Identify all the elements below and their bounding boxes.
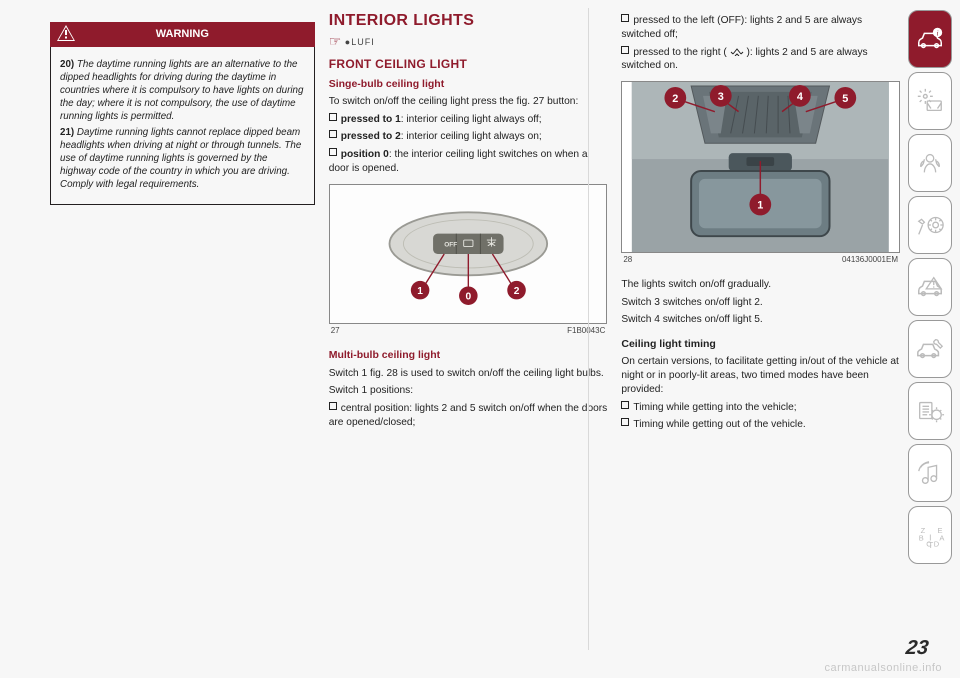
heading-timing: Ceiling light timing — [621, 337, 900, 351]
svg-text:OFF: OFF — [444, 241, 457, 248]
col3-p2: Switch 3 switches on/off light 2. — [621, 296, 900, 310]
starting-icon[interactable] — [908, 196, 952, 254]
heading-interior-lights: INTERIOR LIGHTS — [329, 10, 608, 32]
col3-p1: The lights switch on/off gradually. — [621, 278, 900, 292]
column-3: pressed to the left (OFF): lights 2 and … — [621, 10, 900, 630]
figure-27-caption: 27F1B0043C — [329, 326, 608, 337]
safety-icon[interactable] — [908, 134, 952, 192]
svg-text:4: 4 — [797, 91, 803, 103]
hand-pointer-icon: ☞ ●LUFI — [329, 32, 608, 51]
figure-27: OFF 1 0 2 — [329, 184, 608, 324]
timing-b2: Timing while getting out of the vehicle. — [621, 418, 900, 432]
timing-b1: Timing while getting into the vehicle; — [621, 401, 900, 415]
svg-text:A: A — [939, 534, 944, 543]
single-item-3: position 0: the interior ceiling light s… — [329, 148, 608, 176]
timing-intro: On certain versions, to facilitate getti… — [621, 355, 900, 396]
svg-text:0: 0 — [465, 291, 471, 302]
multi-b1: central position: lights 2 and 5 switch … — [329, 402, 608, 430]
warning-body: 20) The daytime running lights are an al… — [50, 47, 315, 205]
warning-lights-icon[interactable] — [908, 258, 952, 316]
car-info-icon[interactable]: i — [908, 10, 952, 68]
multi-p2: Switch 1 positions: — [329, 384, 608, 398]
svg-text:1: 1 — [758, 200, 764, 212]
col3-b2: pressed to the left (OFF): lights 2 and … — [621, 14, 900, 42]
single-item-2: pressed to 2: interior ceiling light alw… — [329, 130, 608, 144]
watermark: carmanualsonline.info — [824, 662, 942, 674]
column-2: INTERIOR LIGHTS ☞ ●LUFI FRONT CEILING LI… — [329, 10, 608, 630]
single-intro: To switch on/off the ceiling light press… — [329, 95, 608, 109]
warning-header: WARNING — [50, 22, 315, 47]
col3-b3: pressed to the right ( ): lights 2 and 5… — [621, 46, 900, 74]
page-columns: WARNING 20) The daytime running lights a… — [50, 10, 900, 630]
warning-triangle-icon — [56, 24, 76, 42]
svg-text:3: 3 — [718, 91, 724, 103]
svg-text:1: 1 — [417, 286, 423, 297]
svg-text:i: i — [936, 28, 938, 37]
technical-icon[interactable] — [908, 382, 952, 440]
index-icon[interactable]: ZE BA CD IT — [908, 506, 952, 564]
column-1: WARNING 20) The daytime running lights a… — [50, 10, 315, 630]
svg-text:B: B — [919, 534, 924, 543]
svg-text:2: 2 — [513, 286, 519, 297]
svg-text:5: 5 — [843, 93, 849, 105]
multi-p1: Switch 1 fig. 28 is used to switch on/of… — [329, 367, 608, 381]
warning-label: WARNING — [156, 28, 209, 40]
section-tabs: i ZE BA CD IT — [908, 10, 952, 564]
page-number: 23 — [904, 637, 929, 660]
svg-text:T: T — [928, 540, 933, 550]
figure-28: 1 2 3 4 5 — [621, 81, 900, 253]
heading-front-ceiling-light: FRONT CEILING LIGHT — [329, 56, 608, 72]
heading-single-bulb: Singe-bulb ceiling light — [329, 77, 608, 91]
column-divider — [588, 8, 589, 650]
svg-text:D: D — [934, 539, 940, 548]
svg-text:2: 2 — [673, 93, 679, 105]
single-item-1: pressed to 1: interior ceiling light alw… — [329, 113, 608, 127]
col3-p3: Switch 4 switches on/off light 5. — [621, 313, 900, 327]
heading-multi-bulb: Multi-bulb ceiling light — [329, 348, 608, 362]
warning-item-21: 21) Daytime running lights cannot replac… — [60, 127, 305, 192]
figure-28-caption: 2804136J0001EM — [621, 255, 900, 266]
maintenance-icon[interactable] — [908, 320, 952, 378]
multimedia-icon[interactable] — [908, 444, 952, 502]
warning-item-20: 20) The daytime running lights are an al… — [60, 59, 305, 124]
display-icon[interactable] — [908, 72, 952, 130]
